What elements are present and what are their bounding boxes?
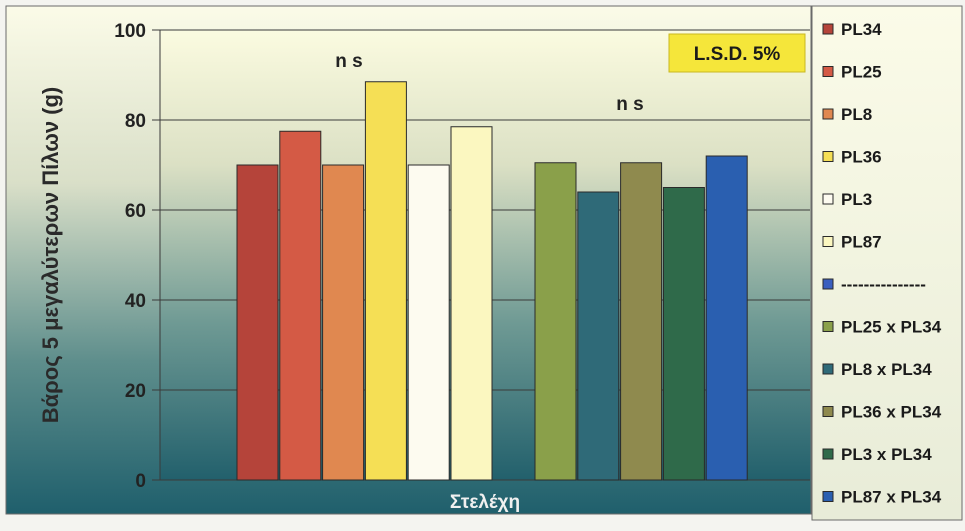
legend-label: PL25 <box>841 63 882 82</box>
bar-pl34 <box>236 164 279 481</box>
legend-swatch <box>822 406 834 417</box>
bar-pl8 <box>322 164 365 481</box>
bar-pl25 <box>279 130 322 481</box>
y-tick-label: 0 <box>135 471 146 492</box>
bar-pl25-x-pl34 <box>534 162 577 481</box>
legend-label: PL36 <box>841 148 882 167</box>
legend-background <box>811 5 963 521</box>
legend-swatch <box>822 66 834 77</box>
lsd-label: L.S.D. 5% <box>694 44 781 65</box>
y-tick-label: 60 <box>125 201 146 222</box>
bar-pl3 <box>407 164 450 481</box>
legend-swatch <box>822 193 834 205</box>
legend-label: --------------- <box>841 275 926 294</box>
legend-swatch <box>822 151 834 162</box>
annotations: n s n s L.S.D. 5% <box>335 33 806 115</box>
bars <box>236 81 748 481</box>
legend-label: PL3 <box>841 190 872 209</box>
legend: PL34 PL25 PL8 PL36 PL3 PL87 --------------- PL2… <box>822 20 942 507</box>
bar-pl3-x-pl34 <box>662 187 705 481</box>
y-tick-label: 80 <box>125 111 146 132</box>
legend-label: PL87 x PL34 <box>841 488 942 507</box>
legend-label: PL87 <box>841 233 882 252</box>
y-axis-label: Βάρος 5 μεγαλύτερων Πίλων (g) <box>38 87 63 424</box>
legend-label: PL8 <box>841 105 872 124</box>
bar-pl87 <box>450 126 493 481</box>
legend-swatch <box>822 236 834 247</box>
legend-swatch <box>822 448 834 460</box>
lsd-box <box>668 33 806 73</box>
bar-pl36-x-pl34 <box>620 162 663 481</box>
y-tick-label: 40 <box>125 291 146 312</box>
legend-label: PL34 <box>841 20 882 39</box>
legend-label: PL25 x PL34 <box>841 318 942 337</box>
y-tick-label: 100 <box>114 21 146 42</box>
legend-swatch <box>822 321 834 332</box>
ns-label-group-2: n s <box>616 94 643 115</box>
y-tick-label: 20 <box>125 381 146 402</box>
legend-label: PL3 x PL34 <box>841 445 932 464</box>
legend-swatch <box>822 108 834 120</box>
legend-label: PL36 x PL34 <box>841 403 942 422</box>
bar-pl8-x-pl34 <box>577 191 620 481</box>
bar-pl87-x-pl34 <box>705 155 748 481</box>
legend-swatch <box>822 278 834 290</box>
legend-swatch <box>822 491 834 502</box>
ns-label-group-1: n s <box>335 51 362 72</box>
legend-swatch <box>822 23 834 35</box>
x-axis-label: Στελέχη <box>450 492 520 513</box>
bar-pl36 <box>364 81 407 481</box>
legend-swatch <box>822 363 834 375</box>
legend-label: PL8 x PL34 <box>841 360 932 379</box>
